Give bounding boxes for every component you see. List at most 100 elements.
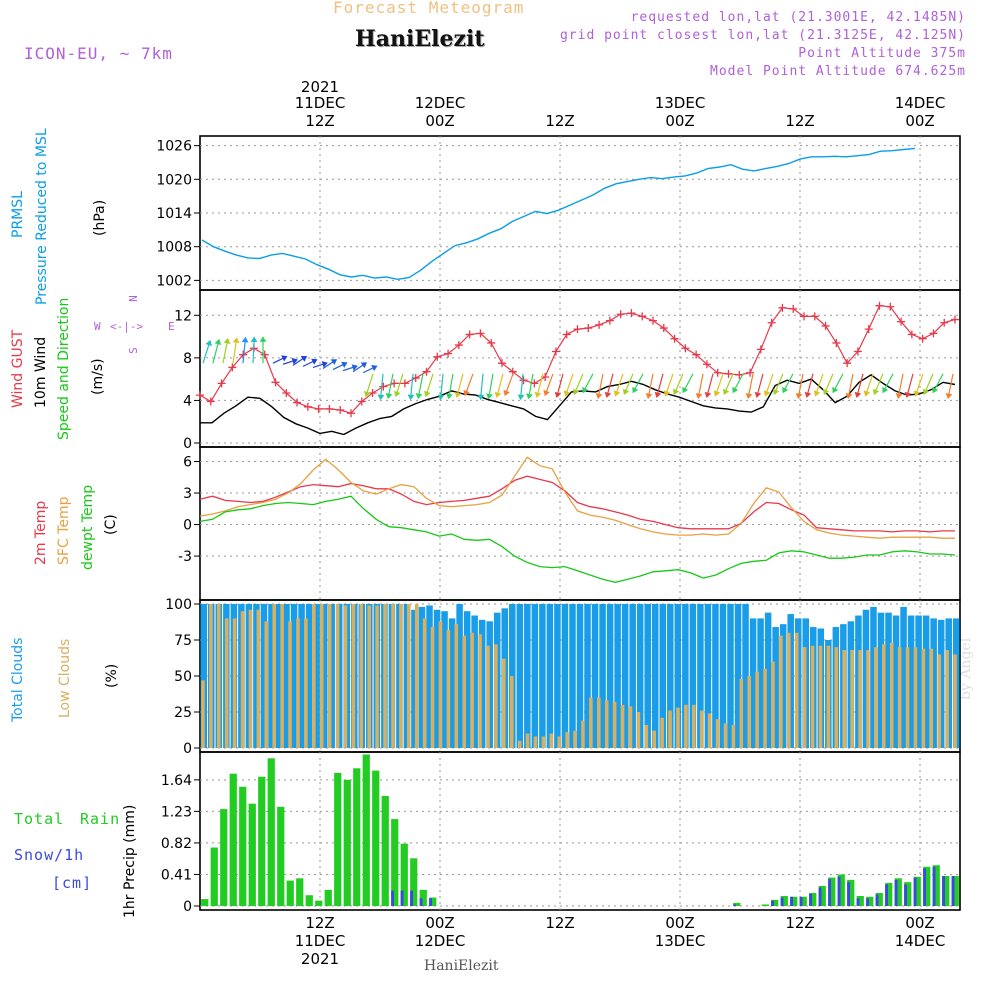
wind-arrow-head [654,391,662,398]
total-cloud-bar [441,611,448,748]
top-tick-hour: 12Z [305,112,334,130]
total-cloud-bar [245,604,253,748]
total-cloud-bar [885,612,892,748]
wind-arrow-head [732,386,739,394]
rain-bar [296,878,304,906]
gust-marker [897,317,906,326]
gust-marker [692,350,701,359]
pressure-line [201,147,916,281]
y-tick-label: 1.64 [161,773,192,789]
temp-unit: (C) [103,514,119,535]
total-cloud-bar [411,609,418,748]
y-tick-label: -3 [178,549,192,565]
gust-marker [379,382,388,391]
wind-arrow-head [351,364,358,371]
total-cloud-bar [260,604,268,748]
rain-bar [372,770,380,906]
wind-arrow-head [494,391,502,398]
total-cloud-bar [509,604,516,748]
wind-direction-arrow [496,373,504,398]
low-cloud-bar [834,647,839,748]
wind-direction-arrow [756,373,764,398]
wind-direction-arrow [647,373,654,399]
wind-arrow-head [241,336,249,343]
total-cloud-bar [433,609,441,748]
temp2m-line [199,475,955,533]
gust-marker [670,334,679,343]
compass-legend: N W <-|-> E S [92,292,182,362]
low-cloud-bar [343,605,348,748]
total-cloud-bar [930,618,937,748]
bottom-tick-date: 11DEC [295,932,346,950]
wind-arrow-head [582,386,589,394]
rain-bar [866,896,874,906]
rain-bar [343,779,351,906]
gust-marker [713,368,722,377]
top-tick-date: 13DEC [655,94,706,112]
low-cloud-bar [676,707,680,748]
total-cloud-bar [794,618,802,748]
gust-marker [206,397,215,406]
wind-arrow-head [782,386,789,394]
y-tick-label: 50 [174,669,192,685]
wind-direction-arrow [417,373,424,399]
low-cloud-bar [407,604,411,748]
y-tick-label: 3 [183,486,192,502]
total-cloud-bar [501,608,509,748]
y-tick-label: 75 [174,633,192,649]
wind-direction-arrow [212,339,220,364]
total-cloud-bar [674,604,682,748]
total-cloud-bar [614,604,621,748]
low-cloud-bar [319,604,324,748]
gust-marker [951,315,959,324]
gust-marker [433,352,442,361]
wind-direction-arrow [573,373,584,395]
low-cloud-bar [715,719,720,748]
product-title: Forecast Meteogram [333,0,525,17]
rain-bar [809,892,817,906]
low-cloud-bar [264,621,269,748]
low-cloud-bar [438,621,443,748]
wind-arrow-head [371,364,378,372]
precip-unit: 1hr Precip (mm) [122,804,138,918]
rain-bar [220,809,228,906]
wind-arrow-head [572,388,580,395]
wind-arrow-head [713,390,721,397]
y-tick-label: 1002 [156,273,192,289]
gust-marker [746,368,755,377]
wind-direction-arrow [527,373,534,399]
bottom-tick-hour: 12Z [545,914,574,932]
low-cloud-bar [937,654,941,748]
rain-bar [761,904,769,906]
low-cloud-bar [502,658,506,748]
gust-marker [875,301,884,310]
wind-arrow-head [291,357,298,365]
wind-arrow-head [360,362,368,369]
temperature-panel: -3 0 3 6 [178,446,961,601]
wind-direction-arrow [832,373,844,393]
wind-arrow-head [385,393,393,399]
bottom-tick-hour: 00Z [905,914,934,932]
total-cloud-bar [403,604,411,748]
gust-marker [810,312,819,321]
wind-arrow-head [845,393,853,399]
gust-marker [476,329,485,338]
y-tick-label: 0.41 [161,867,192,883]
gust-marker [541,373,550,382]
total-cloud-bar [712,604,719,748]
wind-direction-arrow [387,373,394,399]
gust-marker [778,303,787,312]
total-cloud-bar [283,604,290,748]
total-cloud-bar [779,624,787,748]
low-cloud-bar [628,706,633,748]
rain-bar [410,858,418,906]
low-cloud-bar [565,732,569,748]
wind-arrow-head [804,391,812,398]
wind-arrow-head [945,393,953,399]
rain-bar [305,895,313,906]
total-cloud-bar [825,640,832,748]
rain-bar [923,866,931,906]
compass-w: W [94,320,101,333]
wind-arrow-head [341,361,348,368]
